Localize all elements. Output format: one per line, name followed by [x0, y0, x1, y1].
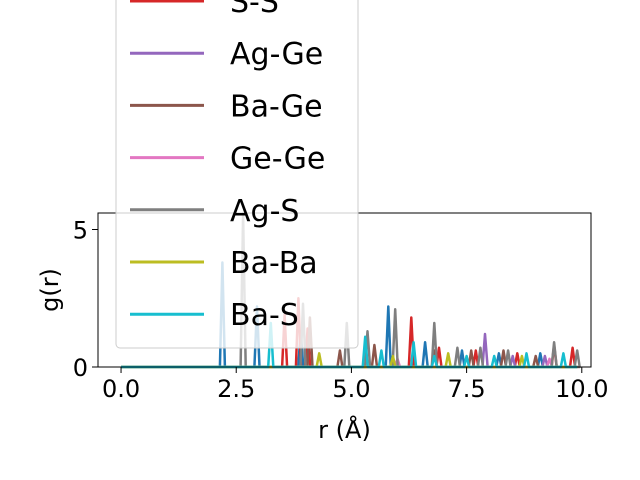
- legend-label: S-S: [230, 0, 279, 20]
- x-tick-label: 5.0: [332, 375, 370, 403]
- y-tick-label: 0: [73, 354, 88, 382]
- legend-label: Ag-Ge: [230, 37, 323, 72]
- x-axis-label: r (Å): [318, 415, 371, 444]
- legend-label: Ba-Ge: [230, 89, 323, 124]
- legend: S-S Ag-Ge Ba-Ge Ge-Ge Ag-S Ba-Ba Ba-S: [115, 0, 359, 349]
- y-tick-label: 5: [73, 217, 88, 245]
- series-line-ag-ge: [121, 332, 578, 369]
- x-tick-label: 7.5: [448, 375, 486, 403]
- x-tick-label: 2.5: [217, 375, 255, 403]
- legend-label: Ba-S: [230, 298, 299, 333]
- x-axis: 0.0 2.5 5.0 7.5 10.0: [102, 367, 609, 403]
- y-axis-label: g(r): [36, 268, 64, 312]
- x-tick-label: 0.0: [102, 375, 140, 403]
- legend-label: Ag-S: [230, 194, 299, 229]
- x-tick-label: 10.0: [555, 375, 608, 403]
- series-line-ba-s: [121, 321, 578, 369]
- legend-label: Ba-Ba: [230, 246, 318, 281]
- y-axis: 05: [73, 217, 98, 382]
- legend-label: Ge-Ge: [230, 142, 325, 177]
